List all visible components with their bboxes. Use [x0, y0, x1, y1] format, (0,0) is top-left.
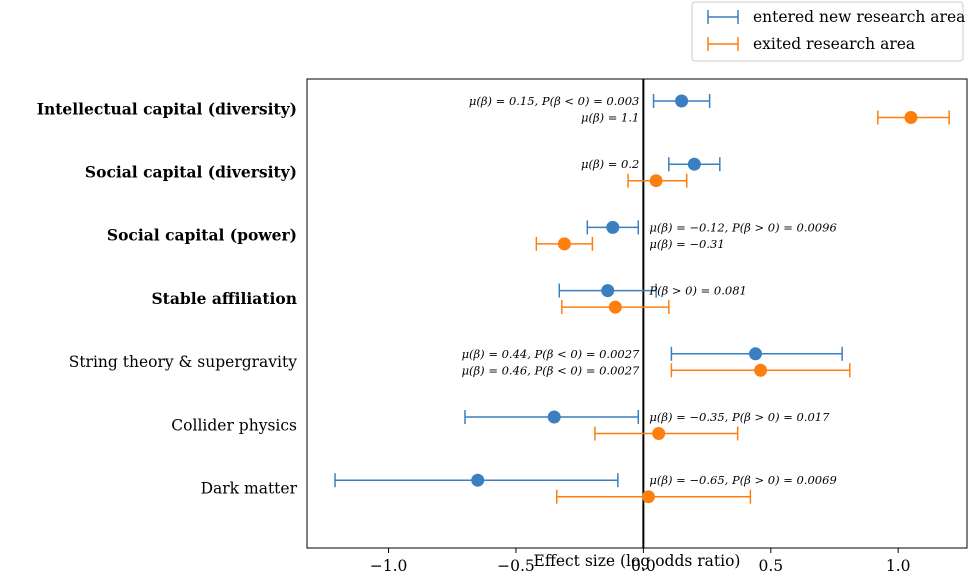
- x-tick-label: −0.5: [497, 557, 535, 573]
- legend-box: [691, 1, 964, 62]
- annotations-layer: μ(β) = 0.15, P(β < 0) = 0.003 μ(β) = 1.1 μ…: [462, 94, 837, 487]
- legend: entered new research area exited research…: [691, 1, 965, 62]
- legend-item: entered new research area: [707, 8, 965, 26]
- annotation-label: μ(β) = −0.31: [649, 237, 724, 251]
- category-labels-layer: Intellectual capital (diversity) Social c…: [37, 99, 298, 497]
- mean-point: [754, 363, 768, 377]
- mean-point: [904, 111, 918, 124]
- mean-point: [649, 174, 663, 188]
- mean-point: [641, 490, 655, 504]
- annotation-label: μ(β) = −0.35, P(β > 0) = 0.017: [649, 410, 830, 424]
- legend-item: exited research area: [707, 35, 915, 53]
- mean-point: [606, 220, 620, 234]
- annotation-label: μ(β) = −0.12, P(β > 0) = 0.0096: [649, 220, 836, 234]
- legend-label: exited research area: [753, 35, 915, 53]
- mean-point: [748, 347, 762, 361]
- legend-label: entered new research area: [753, 8, 965, 26]
- category-label: Collider physics: [171, 416, 297, 434]
- plot-frame: [306, 78, 968, 549]
- annotation-label: μ(β) = 0.2: [581, 157, 639, 171]
- mean-point: [601, 284, 615, 298]
- mean-point: [471, 473, 485, 487]
- category-label: Intellectual capital (diversity): [37, 99, 297, 118]
- mean-point: [608, 300, 622, 314]
- mean-point: [547, 410, 561, 424]
- x-tick-label: −1.0: [370, 557, 408, 573]
- x-axis: −1.0 −0.5 0.0 0.5 1.0: [370, 548, 911, 573]
- annotation-label: μ(β) = 0.15, P(β < 0) = 0.003: [469, 94, 639, 108]
- annotation-label: μ(β) = 0.44, P(β < 0) = 0.0027: [462, 347, 640, 361]
- x-axis-title: Effect size (log odds ratio): [534, 552, 741, 570]
- x-tick-label: 0.0: [631, 557, 656, 573]
- category-label: String theory & supergravity: [69, 353, 298, 371]
- mean-point: [557, 237, 571, 251]
- annotation-label: μ(β) = −0.65, P(β > 0) = 0.0069: [649, 473, 836, 487]
- error-bar: [594, 426, 739, 441]
- points-layer: [471, 94, 918, 504]
- mean-point: [687, 157, 701, 171]
- annotation-label: μ(β) = 0.46, P(β < 0) = 0.0027: [462, 363, 640, 377]
- category-label: Dark matter: [201, 479, 298, 497]
- category-label: Social capital (diversity): [85, 162, 297, 181]
- category-label: Social capital (power): [107, 226, 297, 245]
- mean-point: [675, 94, 689, 108]
- annotation-label: P(β > 0) = 0.081: [648, 284, 747, 298]
- x-tick-label: 0.5: [758, 557, 783, 573]
- x-tick-label: 1.0: [886, 557, 911, 573]
- annotation-label: μ(β) = 1.1: [581, 111, 639, 125]
- mean-point: [652, 427, 666, 440]
- category-label: Stable affiliation: [151, 289, 297, 308]
